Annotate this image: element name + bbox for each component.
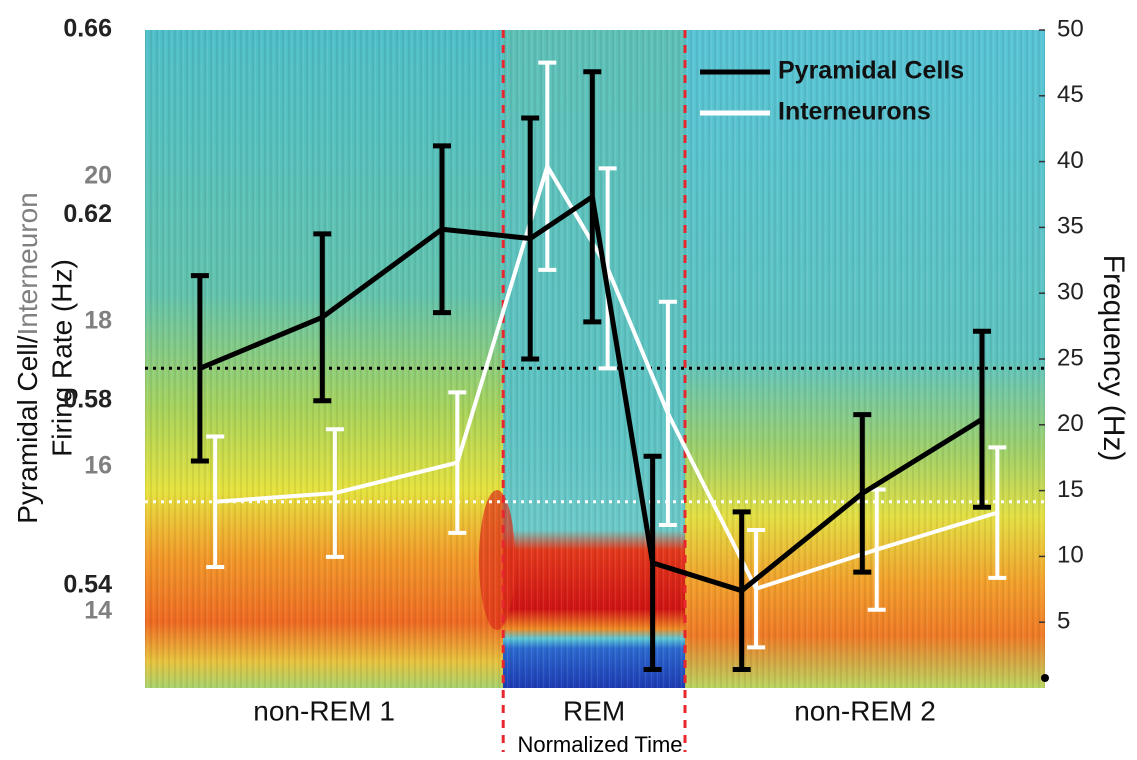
- y2-tick-label: 35: [1057, 213, 1084, 240]
- y2-tick-label: 50: [1057, 15, 1084, 42]
- y2-tick-label: 40: [1057, 147, 1084, 174]
- spectrogram-texture: [145, 30, 1045, 688]
- y2-tick-label: 5: [1057, 608, 1070, 635]
- spectrogram: [145, 30, 1045, 688]
- axis-labels: Pyramidal Cell/Interneuron Firing Rate (…: [12, 192, 1130, 757]
- y-label-part: Interneuron: [12, 192, 43, 335]
- corner-dot: [1041, 674, 1049, 682]
- y3-tick-label: 14: [84, 597, 112, 625]
- y2-tick-label: 10: [1057, 542, 1084, 569]
- y-tick-label: 0.62: [63, 200, 112, 228]
- series-line: [215, 164, 998, 591]
- y3-tick-label: 16: [84, 452, 112, 480]
- y-tick-label: 0.54: [63, 571, 112, 599]
- y-label: Pyramidal Cell/Interneuron: [12, 192, 43, 524]
- series-line: [198, 194, 984, 594]
- y2-tick-label: 25: [1057, 344, 1084, 371]
- y-tick-label: 0.66: [63, 15, 112, 43]
- y2-tick-label: 20: [1057, 410, 1084, 437]
- y3-tick-label: 18: [84, 307, 112, 335]
- period-label: non-REM 1: [253, 695, 395, 726]
- y3-tick-label: 20: [84, 162, 112, 190]
- y2-tick-label: 45: [1057, 81, 1084, 108]
- y-label-part: Pyramidal Cell/: [12, 335, 43, 523]
- y2-label: Frequency (Hz): [1097, 255, 1130, 462]
- period-label: non-REM 2: [794, 695, 936, 726]
- period-label: REM: [563, 695, 625, 726]
- y2-tick-label: 15: [1057, 476, 1084, 503]
- legend-label: Interneurons: [778, 98, 931, 126]
- y-tick-label: 0.58: [63, 385, 112, 413]
- y-label: Firing Rate (Hz): [46, 259, 77, 457]
- x-label: Normalized Time: [517, 732, 682, 757]
- y2-tick-label: 30: [1057, 279, 1084, 306]
- legend-label: Pyramidal Cells: [778, 57, 964, 85]
